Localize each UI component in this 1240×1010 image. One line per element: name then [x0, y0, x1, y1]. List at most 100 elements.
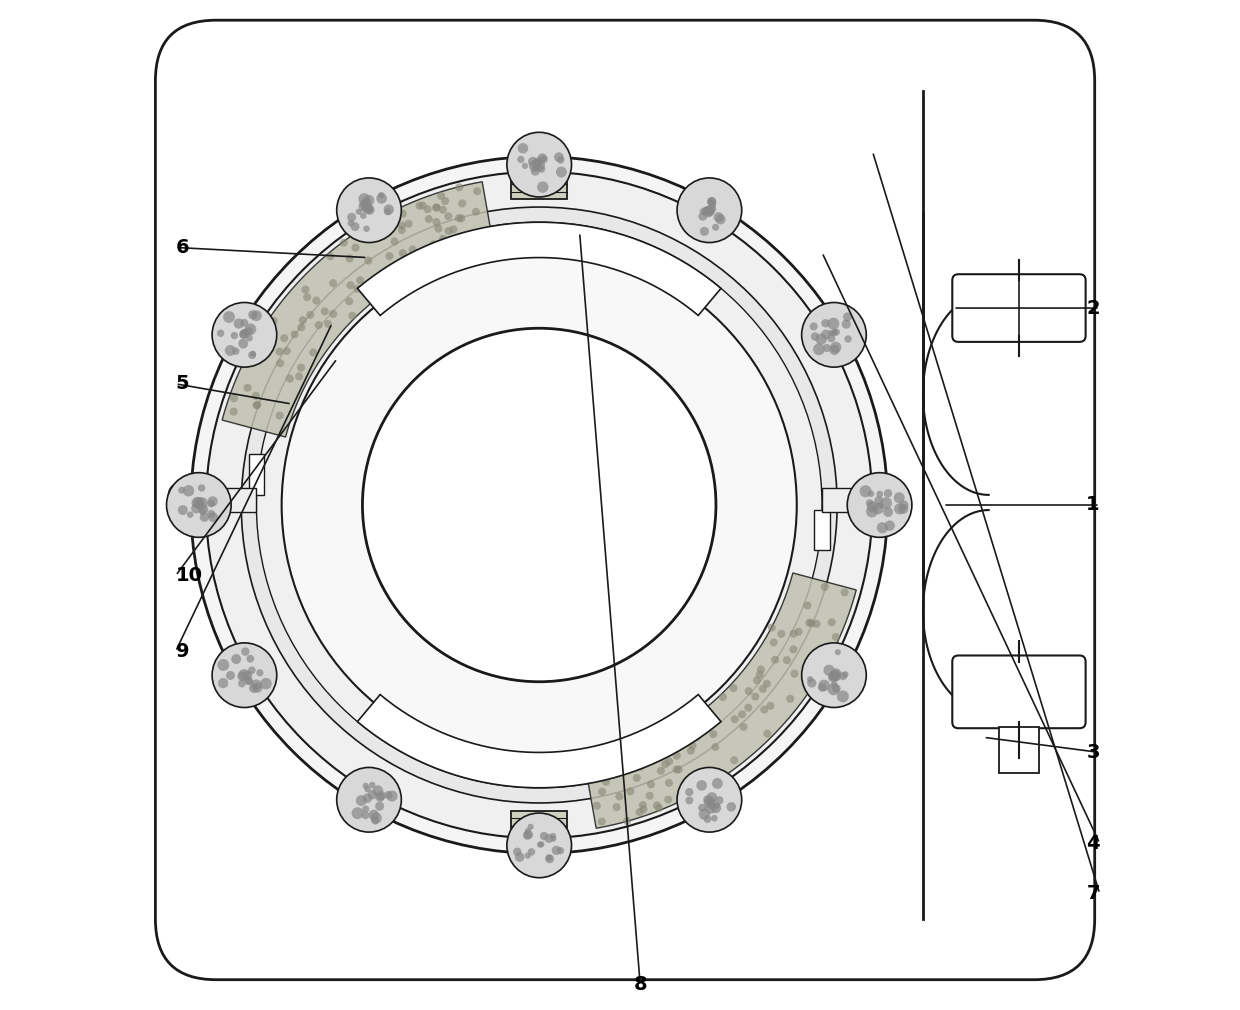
Circle shape	[458, 239, 465, 247]
Circle shape	[246, 678, 253, 685]
Circle shape	[533, 164, 539, 171]
Circle shape	[556, 167, 567, 178]
Circle shape	[782, 656, 791, 665]
Circle shape	[455, 214, 463, 222]
Circle shape	[807, 619, 816, 627]
Bar	[511, 154, 567, 200]
Circle shape	[698, 212, 707, 221]
Circle shape	[702, 206, 712, 215]
Circle shape	[207, 510, 216, 518]
Circle shape	[241, 647, 249, 655]
Circle shape	[763, 680, 771, 688]
Circle shape	[598, 788, 606, 796]
Circle shape	[362, 806, 370, 813]
Circle shape	[630, 759, 637, 767]
Circle shape	[392, 271, 399, 279]
Circle shape	[250, 350, 257, 357]
Circle shape	[768, 623, 776, 631]
Circle shape	[182, 485, 195, 497]
Circle shape	[525, 828, 531, 834]
Circle shape	[686, 797, 693, 804]
Circle shape	[208, 512, 218, 522]
Circle shape	[807, 679, 816, 688]
Circle shape	[708, 204, 717, 213]
Circle shape	[625, 760, 634, 768]
Circle shape	[321, 307, 329, 315]
Circle shape	[831, 329, 837, 336]
Circle shape	[647, 781, 655, 789]
Circle shape	[383, 204, 394, 215]
Circle shape	[828, 674, 836, 680]
Circle shape	[283, 346, 291, 355]
Circle shape	[821, 583, 828, 591]
Circle shape	[249, 684, 258, 693]
Circle shape	[198, 504, 208, 514]
Circle shape	[275, 411, 284, 419]
Circle shape	[706, 206, 713, 214]
Circle shape	[698, 808, 711, 820]
Circle shape	[518, 143, 528, 154]
Circle shape	[646, 792, 653, 800]
Circle shape	[795, 627, 802, 635]
Circle shape	[301, 286, 310, 294]
Circle shape	[356, 227, 365, 235]
Circle shape	[378, 192, 384, 198]
Circle shape	[830, 670, 841, 681]
Circle shape	[832, 684, 841, 693]
Circle shape	[244, 327, 253, 335]
Circle shape	[818, 680, 830, 691]
Circle shape	[362, 202, 373, 214]
Circle shape	[441, 197, 449, 205]
Circle shape	[764, 729, 771, 737]
Circle shape	[361, 228, 368, 236]
Circle shape	[361, 198, 371, 208]
Circle shape	[538, 154, 547, 163]
Circle shape	[831, 669, 841, 679]
Circle shape	[449, 225, 458, 233]
Circle shape	[277, 360, 284, 368]
Circle shape	[217, 659, 229, 671]
Circle shape	[528, 848, 536, 855]
Circle shape	[549, 833, 557, 839]
Circle shape	[472, 208, 480, 216]
Circle shape	[821, 319, 830, 327]
Circle shape	[212, 302, 277, 367]
Circle shape	[368, 288, 376, 296]
Circle shape	[458, 199, 466, 207]
Circle shape	[195, 502, 202, 509]
Circle shape	[207, 496, 218, 506]
Circle shape	[445, 227, 453, 235]
Circle shape	[640, 805, 647, 813]
Text: 10: 10	[176, 567, 202, 585]
Circle shape	[244, 323, 257, 335]
Circle shape	[474, 187, 481, 195]
Circle shape	[874, 496, 883, 505]
Circle shape	[877, 522, 888, 533]
Circle shape	[756, 666, 765, 674]
Circle shape	[259, 338, 267, 346]
Circle shape	[425, 215, 433, 223]
Circle shape	[699, 208, 708, 215]
Circle shape	[715, 214, 725, 224]
Circle shape	[738, 710, 746, 718]
Circle shape	[372, 786, 383, 796]
Circle shape	[362, 794, 372, 803]
Circle shape	[231, 654, 241, 665]
Circle shape	[404, 220, 413, 228]
Circle shape	[179, 487, 185, 494]
Circle shape	[801, 303, 867, 368]
Circle shape	[711, 803, 722, 813]
Circle shape	[244, 677, 253, 685]
Circle shape	[248, 351, 257, 360]
Circle shape	[636, 808, 644, 816]
Circle shape	[730, 715, 739, 723]
Circle shape	[191, 157, 888, 853]
Circle shape	[613, 803, 620, 811]
Circle shape	[507, 132, 572, 197]
Circle shape	[841, 589, 848, 597]
Circle shape	[218, 678, 228, 688]
Circle shape	[374, 802, 384, 811]
Circle shape	[790, 645, 797, 653]
Circle shape	[868, 491, 874, 497]
Circle shape	[253, 401, 262, 409]
